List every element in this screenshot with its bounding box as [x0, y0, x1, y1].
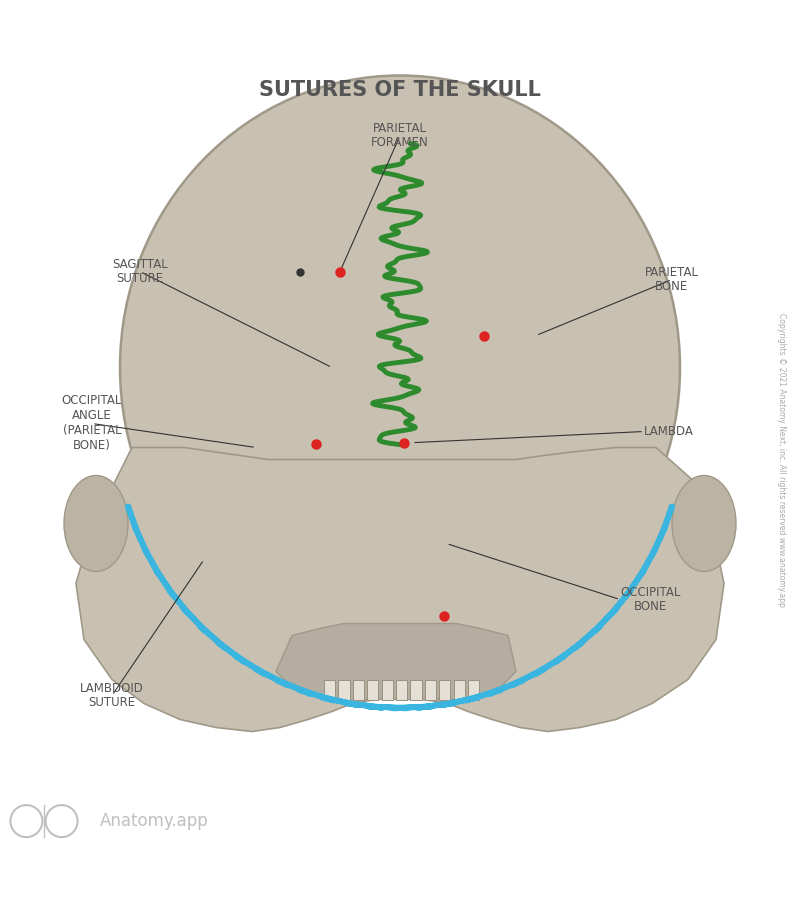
Ellipse shape — [672, 475, 736, 572]
Polygon shape — [396, 679, 407, 699]
Polygon shape — [324, 679, 335, 699]
Text: PARIETAL
FORAMEN: PARIETAL FORAMEN — [371, 121, 429, 150]
Polygon shape — [276, 623, 516, 699]
Text: LAMBDOID
SUTURE: LAMBDOID SUTURE — [80, 682, 144, 709]
Text: LAMBDA: LAMBDA — [644, 425, 694, 438]
Polygon shape — [382, 679, 393, 699]
Polygon shape — [454, 679, 465, 699]
Text: SUTURES OF THE SKULL: SUTURES OF THE SKULL — [259, 80, 541, 99]
Polygon shape — [367, 679, 378, 699]
Text: Copyrights © 2021 Anatomy Next, inc. All rights reserved www.anatomy.app: Copyrights © 2021 Anatomy Next, inc. All… — [777, 312, 786, 607]
Polygon shape — [338, 679, 350, 699]
Text: OCCIPITAL
ANGLE
(PARIETAL
BONE): OCCIPITAL ANGLE (PARIETAL BONE) — [62, 394, 122, 452]
Polygon shape — [353, 679, 364, 699]
Text: Anatomy.app: Anatomy.app — [100, 812, 209, 830]
Text: OCCIPITAL
BONE: OCCIPITAL BONE — [620, 585, 680, 614]
Text: PARIETAL
BONE: PARIETAL BONE — [645, 266, 699, 293]
Polygon shape — [439, 679, 450, 699]
Polygon shape — [468, 679, 479, 699]
Ellipse shape — [64, 475, 128, 572]
Polygon shape — [410, 679, 422, 699]
Polygon shape — [425, 679, 436, 699]
Text: SAGITTAL
SUTURE: SAGITTAL SUTURE — [112, 257, 168, 286]
Polygon shape — [76, 448, 724, 732]
Ellipse shape — [120, 75, 680, 660]
